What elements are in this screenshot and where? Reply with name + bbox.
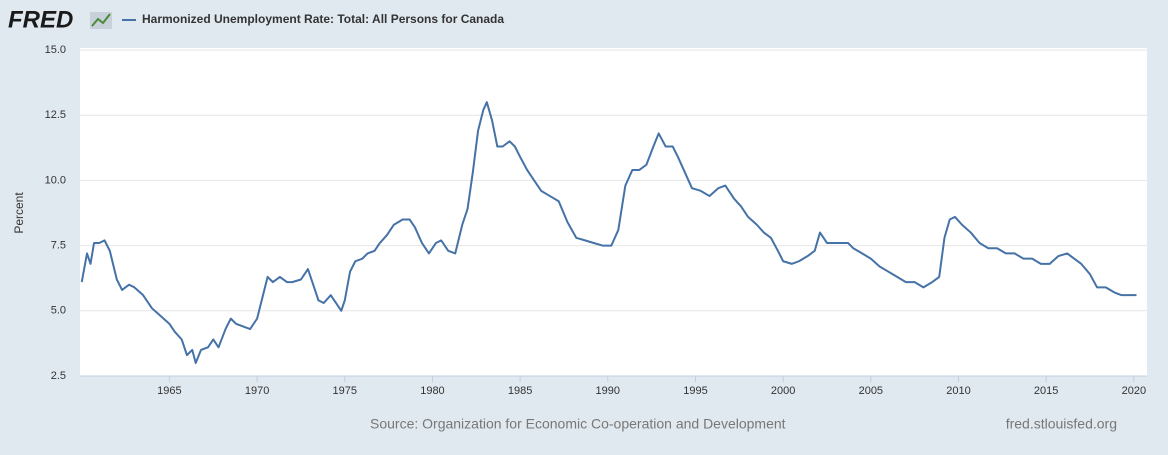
y-tick-label: 12.5 [45, 109, 66, 121]
y-tick-label: 15.0 [45, 44, 66, 56]
credit: fred.stlouisfed.org [1006, 416, 1117, 432]
x-tick-label: 1965 [157, 385, 181, 397]
y-tick-label: 10.0 [45, 174, 66, 186]
logo: FRED [8, 6, 73, 33]
x-tick-label: 2000 [771, 385, 795, 397]
x-tick-label: 1975 [333, 385, 357, 397]
x-tick-label: 1985 [508, 385, 532, 397]
y-tick-label: 5.0 [51, 305, 66, 317]
source-note: Source: Organization for Economic Co-ope… [370, 416, 786, 432]
x-tick-label: 2020 [1122, 385, 1146, 397]
y-tick-label: 7.5 [51, 240, 66, 252]
y-tick-label: 2.5 [51, 370, 66, 382]
x-tick-label: 2005 [859, 385, 883, 397]
x-tick-label: 1990 [596, 385, 620, 397]
x-tick-label: 2010 [946, 385, 970, 397]
x-tick-label: 1980 [420, 385, 444, 397]
legend-label: Harmonized Unemployment Rate: Total: All… [142, 12, 504, 26]
x-tick-label: 1995 [683, 385, 707, 397]
x-tick-label: 2015 [1034, 385, 1058, 397]
plot-area [80, 48, 1147, 376]
x-tick-label: 1970 [245, 385, 269, 397]
logo-icon [90, 12, 112, 29]
y-axis-label: Percent [12, 192, 26, 234]
series-line [80, 101, 1137, 364]
